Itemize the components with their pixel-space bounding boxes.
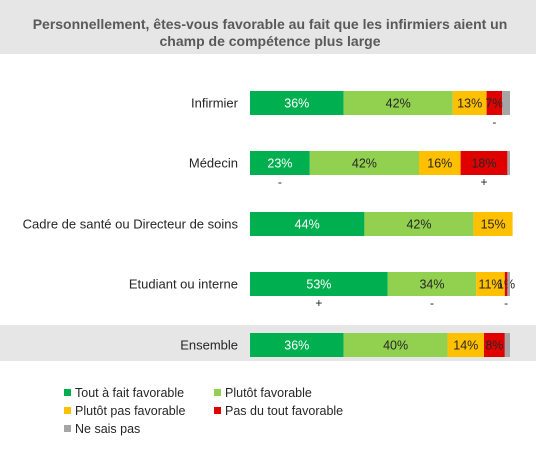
bar-medecin-ne-sais-pas xyxy=(507,151,510,175)
bar-ensemble-pas-du-tout-favorable xyxy=(484,333,505,357)
bar-ensemble-plutot-favorable xyxy=(343,333,448,357)
category-label-cadre-de-sante-ou-directeur-de-soins: Cadre de santé ou Directeur de soins xyxy=(23,217,239,232)
data-label-infirmier-pas-du-tout-favorable: 7% xyxy=(485,97,503,111)
legend-swatch-tout-a-fait-favorable xyxy=(64,389,71,396)
bar-cadre-de-sante-ou-directeur-de-soins-plutot-pas-favorable xyxy=(473,212,513,236)
legend-item-plutot-pas-favorable: Plutôt pas favorable xyxy=(64,404,186,418)
significance-mark-etudiant-ou-interne-plutot-favorable: - xyxy=(430,296,434,310)
bar-infirmier-plutot-pas-favorable xyxy=(452,91,487,115)
significance-mark-etudiant-ou-interne-tout-a-fait-favorable: + xyxy=(315,296,322,310)
data-label-etudiant-ou-interne-pas-du-tout-favorable: 1% xyxy=(497,278,515,292)
category-label-ensemble: Ensemble xyxy=(180,338,238,353)
bar-infirmier-pas-du-tout-favorable xyxy=(486,91,503,115)
category-label-etudiant-ou-interne: Etudiant ou interne xyxy=(129,277,238,292)
significance-mark-medecin-tout-a-fait-favorable: - xyxy=(278,175,282,189)
data-label-cadre-de-sante-ou-directeur-de-soins-plutot-favorable: 42% xyxy=(406,218,431,232)
title-bar xyxy=(0,0,536,54)
data-label-medecin-tout-a-fait-favorable: 23% xyxy=(267,157,292,171)
legend-item-ne-sais-pas: Ne sais pas xyxy=(64,422,140,436)
data-label-ensemble-plutot-pas-favorable: 14% xyxy=(453,339,478,353)
bar-etudiant-ou-interne-tout-a-fait-favorable xyxy=(250,272,388,296)
data-label-medecin-plutot-pas-favorable: 16% xyxy=(427,157,452,171)
bar-etudiant-ou-interne-plutot-pas-favorable xyxy=(476,272,505,296)
legend-label-plutot-favorable: Plutôt favorable xyxy=(225,386,312,400)
legend-label-ne-sais-pas: Ne sais pas xyxy=(75,422,141,436)
bar-etudiant-ou-interne-ne-sais-pas xyxy=(507,272,510,296)
category-label-infirmier: Infirmier xyxy=(191,96,239,111)
legend-label-plutot-pas-favorable: Plutôt pas favorable xyxy=(75,404,186,418)
legend-item-tout-a-fait-favorable: Tout à fait favorable xyxy=(64,386,184,400)
data-label-infirmier-plutot-favorable: 42% xyxy=(386,97,411,111)
legend-label-pas-du-tout-favorable: Pas du tout favorable xyxy=(225,404,344,418)
legend-item-pas-du-tout-favorable: Pas du tout favorable xyxy=(214,404,343,418)
stacked-bar-chart: Infirmier 36% 42% 13% 7% - Médecin 23% 42% 16% 18%… xyxy=(23,91,515,357)
data-label-ensemble-tout-a-fait-favorable: 36% xyxy=(284,339,309,353)
bar-medecin-plutot-favorable xyxy=(309,151,419,175)
bar-etudiant-ou-interne-pas-du-tout-favorable xyxy=(504,272,508,296)
bar-ensemble-tout-a-fait-favorable xyxy=(250,333,344,357)
bar-medecin-pas-du-tout-favorable xyxy=(460,151,508,175)
data-label-etudiant-ou-interne-tout-a-fait-favorable: 53% xyxy=(306,278,331,292)
category-label-medecin: Médecin xyxy=(189,156,238,171)
bar-medecin-plutot-pas-favorable xyxy=(419,151,461,175)
legend-swatch-ne-sais-pas xyxy=(64,425,71,432)
data-label-etudiant-ou-interne-plutot-pas-favorable: 11% xyxy=(478,278,502,292)
legend-item-plutot-favorable: Plutôt favorable xyxy=(214,386,312,400)
data-label-medecin-pas-du-tout-favorable: 18% xyxy=(471,157,496,171)
data-label-ensemble-pas-du-tout-favorable: 8% xyxy=(485,339,503,353)
data-label-infirmier-tout-a-fait-favorable: 36% xyxy=(284,97,309,111)
legend-label-tout-a-fait-favorable: Tout à fait favorable xyxy=(75,386,185,400)
significance-mark-infirmier-pas-du-tout-favorable: - xyxy=(492,115,496,129)
legend-swatch-plutot-favorable xyxy=(214,389,221,396)
legend-swatch-plutot-pas-favorable xyxy=(64,407,71,414)
bar-infirmier-ne-sais-pas xyxy=(502,91,510,115)
legend-swatch-pas-du-tout-favorable xyxy=(214,407,221,414)
bar-ensemble-plutot-pas-favorable xyxy=(447,333,484,357)
bar-etudiant-ou-interne-plutot-favorable xyxy=(387,272,477,296)
chart-title: Personnellement, êtes-vous favorable au … xyxy=(32,16,508,49)
bar-infirmier-tout-a-fait-favorable xyxy=(250,91,344,115)
bar-medecin-tout-a-fait-favorable xyxy=(250,151,310,175)
data-label-infirmier-plutot-pas-favorable: 13% xyxy=(457,97,482,111)
bar-ensemble-ne-sais-pas xyxy=(504,333,510,357)
data-label-ensemble-plutot-favorable: 40% xyxy=(383,339,408,353)
data-label-etudiant-ou-interne-plutot-favorable: 34% xyxy=(419,278,444,292)
data-label-cadre-de-sante-ou-directeur-de-soins-plutot-pas-favorable: 15% xyxy=(481,218,506,232)
significance-mark-medecin-pas-du-tout-favorable: + xyxy=(480,175,487,189)
bar-infirmier-plutot-favorable xyxy=(343,91,453,115)
data-label-medecin-plutot-favorable: 42% xyxy=(352,157,377,171)
data-label-cadre-de-sante-ou-directeur-de-soins-tout-a-fait-favorable: 44% xyxy=(295,218,320,232)
significance-mark-etudiant-ou-interne-pas-du-tout-favorable: - xyxy=(504,296,508,310)
bar-cadre-de-sante-ou-directeur-de-soins-tout-a-fait-favorable xyxy=(250,212,365,236)
bar-cadre-de-sante-ou-directeur-de-soins-plutot-favorable xyxy=(364,212,474,236)
